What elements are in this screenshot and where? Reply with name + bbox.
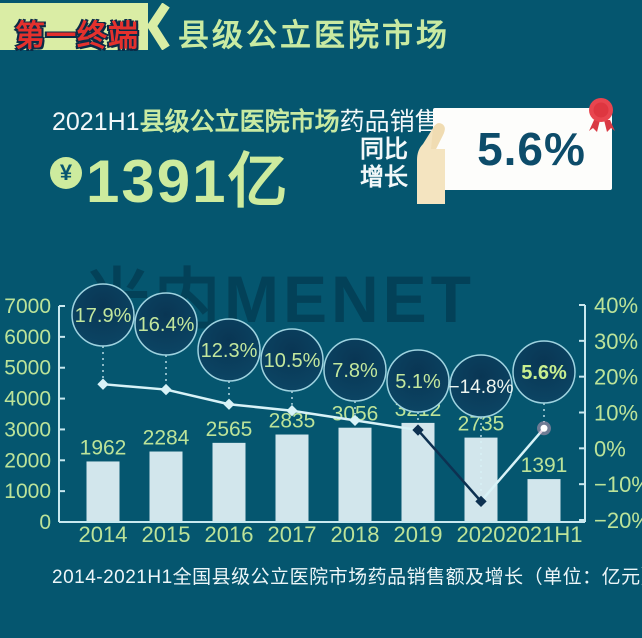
- growth-line-segment: [354, 419, 419, 432]
- x-axis-label: 2017: [268, 522, 317, 547]
- right-axis-tick: −20%: [594, 508, 642, 533]
- right-axis-tick: 0%: [594, 436, 626, 461]
- yuan-coin-icon: ¥: [50, 157, 82, 189]
- left-axis-tick: 6000: [4, 326, 51, 349]
- sales-total-value: 1391亿: [86, 148, 290, 215]
- chart-bar: [527, 479, 561, 521]
- growth-bubble-label: −14.8%: [449, 377, 514, 398]
- left-axis-tick: 5000: [4, 357, 51, 380]
- award-ribbon-icon: [589, 98, 615, 132]
- growth-bubble-label: 17.9%: [75, 305, 132, 327]
- chart-bar: [338, 427, 372, 521]
- stat-period: 2021H1: [52, 108, 140, 136]
- growth-bubble-label: 7.8%: [332, 360, 378, 382]
- growth-label-line2: 增长: [360, 164, 408, 191]
- line-marker: [286, 405, 298, 417]
- x-axis-label: 2016: [205, 522, 254, 547]
- left-axis-tick: 3000: [4, 418, 51, 441]
- growth-bubble-label: 12.3%: [201, 340, 258, 362]
- growth-line-segment: [291, 409, 356, 422]
- bar-value-label: 1391: [521, 454, 568, 477]
- growth-bubble-label: 5.1%: [395, 371, 441, 393]
- badge-label: 第一终端: [15, 20, 139, 53]
- growth-line-segment: [165, 388, 230, 406]
- left-axis-tick: 0: [39, 511, 51, 534]
- growth-line-segment: [102, 382, 167, 391]
- growth-line-segment: [417, 429, 482, 503]
- line-marker: [160, 383, 172, 396]
- page-title: 县级公立医院市场: [178, 18, 450, 53]
- x-axis-label: 2015: [142, 522, 191, 547]
- x-axis-label: 2018: [331, 522, 380, 547]
- growth-bubble: [260, 328, 324, 392]
- growth-value: 5.6%: [477, 123, 586, 175]
- chart-bar: [275, 434, 309, 521]
- line-marker: [349, 414, 361, 427]
- growth-line-segment: [480, 427, 545, 503]
- line-marker: [412, 424, 424, 436]
- bar-value-label: 2565: [206, 418, 253, 441]
- chart-bar: [212, 442, 246, 521]
- line-marker: [223, 398, 235, 410]
- growth-bubble: [71, 283, 135, 347]
- x-axis-label: 2020: [457, 522, 506, 547]
- right-axis-tick: 40%: [594, 293, 638, 318]
- line-marker: [475, 495, 487, 508]
- yuan-symbol: ¥: [59, 160, 73, 185]
- right-axis-tick: 30%: [594, 329, 638, 354]
- line-marker: [97, 378, 109, 390]
- growth-bubble: [449, 354, 513, 418]
- right-axis-tick: −10%: [594, 472, 642, 497]
- chart-bar: [149, 451, 183, 521]
- left-axis-tick: 4000: [4, 388, 51, 411]
- left-axis-tick: 2000: [4, 449, 51, 472]
- sales-growth-chart: 0 1000 2000 3000 4000 5000 6000 7000 40% 30% 20% 10…: [0, 270, 642, 562]
- badge-banner: 第一终端: [0, 3, 148, 53]
- growth-card: 5.6%: [433, 108, 612, 190]
- growth-bubble: [134, 292, 198, 356]
- bar-value-label: 1962: [80, 436, 127, 459]
- chart-bar: [401, 422, 435, 521]
- bar-value-label: 2284: [143, 427, 190, 450]
- right-axis-tick: 10%: [594, 401, 638, 426]
- left-axis-tick: 7000: [4, 295, 51, 318]
- growth-bubble: [386, 349, 450, 413]
- chart-bar: [86, 461, 120, 521]
- right-axis-tick: 20%: [594, 365, 638, 390]
- x-axis-label: 2014: [79, 522, 128, 547]
- chart-bar: [464, 437, 498, 521]
- x-axis-label: 2021H1: [505, 522, 582, 547]
- growth-line-segment: [228, 403, 293, 412]
- x-axis-label: 2019: [394, 522, 443, 547]
- growth-bubble: [512, 340, 576, 404]
- growth-label: 同比 增长: [300, 136, 408, 192]
- bar-value-label: 2835: [269, 410, 316, 433]
- chart-caption: 2014-2021H1全国县级公立医院市场药品销售额及增长（单位：亿元）: [52, 567, 642, 588]
- left-axis-tick: 1000: [4, 480, 51, 503]
- stat-market: 县级公立医院市场: [139, 108, 340, 136]
- hand-icon: [417, 123, 445, 204]
- growth-bubble-label: 16.4%: [138, 314, 195, 336]
- growth-bubble-label: 10.5%: [264, 350, 321, 372]
- banner-chevron-icon: [148, 3, 170, 50]
- growth-bubble: [197, 318, 261, 382]
- growth-label-line1: 同比: [360, 136, 408, 163]
- growth-bubble-label: 5.6%: [521, 362, 567, 384]
- growth-bubble: [323, 338, 387, 402]
